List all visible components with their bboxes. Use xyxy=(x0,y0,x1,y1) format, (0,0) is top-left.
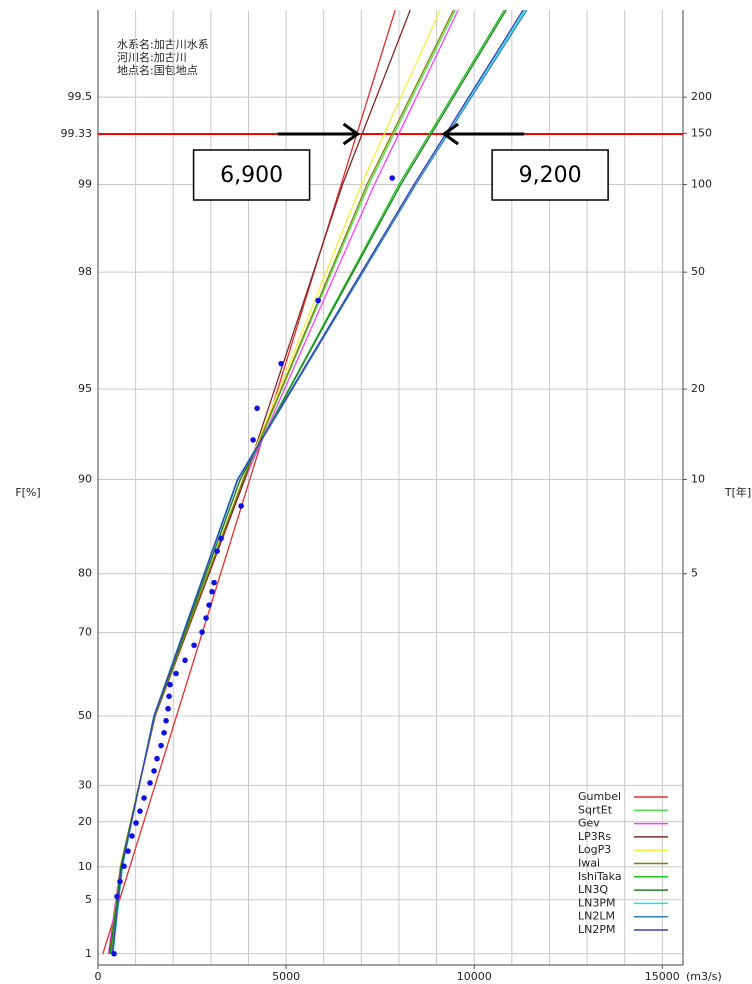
data-point xyxy=(121,863,127,870)
legend-label: LN2PM xyxy=(578,923,615,936)
data-point xyxy=(218,535,224,542)
fit-line xyxy=(111,10,524,954)
y-tick-label: 10 xyxy=(78,860,92,873)
plot-area xyxy=(98,10,683,957)
x-tick-label: 10000 xyxy=(457,970,492,983)
y-tick-label: 20 xyxy=(78,815,92,828)
data-point xyxy=(214,548,220,554)
data-point xyxy=(129,833,135,839)
legend-label: SqrtEt xyxy=(578,803,613,816)
data-point xyxy=(165,705,171,712)
data-point xyxy=(147,780,153,786)
data-point xyxy=(151,768,157,774)
data-point xyxy=(182,657,188,664)
y2-axis-label: T[年] xyxy=(724,485,751,499)
y2-tick-label: 10 xyxy=(691,473,705,486)
data-point xyxy=(206,602,212,608)
legend-label: IshiTaka xyxy=(578,870,622,883)
data-point xyxy=(315,297,321,304)
y-tick-label: 99.5 xyxy=(68,90,93,103)
fit-line xyxy=(102,10,396,954)
data-point xyxy=(111,950,117,957)
annotation-box xyxy=(192,149,311,201)
legend-label: LP3Rs xyxy=(578,830,611,843)
data-point xyxy=(117,878,123,885)
data-point xyxy=(161,729,167,736)
data-point xyxy=(209,588,215,595)
data-point xyxy=(199,629,205,635)
legend-label: LN2LM xyxy=(578,910,615,923)
y2-tick-label: 100 xyxy=(691,178,712,191)
data-point xyxy=(154,755,160,762)
x-axis-unit: (m3/s) xyxy=(686,970,722,983)
legend-label: Gev xyxy=(578,817,600,830)
y-tick-label: 99 xyxy=(78,178,92,191)
data-point xyxy=(211,579,217,586)
annotation-label: 6,900 xyxy=(220,163,283,188)
y-tick-label: 99.33 xyxy=(61,127,93,140)
data-point xyxy=(254,405,260,412)
data-point xyxy=(125,848,131,854)
data-point xyxy=(141,795,147,801)
y-tick-label: 50 xyxy=(78,709,92,722)
annotation-box xyxy=(491,149,609,201)
y-tick-label: 90 xyxy=(78,473,92,486)
fit-line xyxy=(112,10,528,954)
annotation-arrow-head xyxy=(342,122,361,146)
data-point xyxy=(158,742,164,749)
legend-label: Iwai xyxy=(578,857,600,870)
x-tick-label: 5000 xyxy=(272,970,300,983)
data-point xyxy=(166,693,172,700)
y-tick-label: 30 xyxy=(78,778,92,791)
legend-label: LN3PM xyxy=(578,896,615,909)
data-point xyxy=(250,437,256,443)
data-point xyxy=(278,360,284,367)
y2-tick-label: 200 xyxy=(691,90,712,103)
y-tick-label: 1 xyxy=(85,947,92,960)
data-point xyxy=(163,717,169,724)
y-tick-label: 80 xyxy=(78,567,92,580)
y-tick-label: 5 xyxy=(85,893,92,906)
data-point xyxy=(173,670,179,677)
y-tick-label: 70 xyxy=(78,626,92,639)
y2-tick-label: 50 xyxy=(691,265,705,278)
data-point xyxy=(133,820,139,826)
data-point xyxy=(191,642,197,649)
station-text: 地点名:国包地点 xyxy=(117,63,198,77)
x-tick-label: 15000 xyxy=(645,970,680,983)
data-point xyxy=(137,808,143,814)
legend-label: Gumbel xyxy=(578,790,621,803)
y-axis-label: F[%] xyxy=(15,486,40,499)
data-point xyxy=(389,175,395,181)
y2-tick-label: 5 xyxy=(691,567,698,580)
annotation-arrow-head xyxy=(441,122,459,146)
y2-tick-label: 150 xyxy=(691,126,712,139)
y2-tick-label: 20 xyxy=(691,382,705,395)
data-point xyxy=(114,893,120,900)
legend-label: LN3Q xyxy=(578,883,608,896)
station-text: 河川名:加古川 xyxy=(117,50,187,64)
data-point xyxy=(238,503,244,509)
data-point xyxy=(203,615,209,621)
fit-line xyxy=(112,10,526,954)
data-point xyxy=(167,681,173,688)
legend-label: LogP3 xyxy=(578,843,611,856)
y-tick-label: 98 xyxy=(78,265,92,278)
annotation-label: 9,200 xyxy=(519,163,582,188)
station-text: 水系名:加古川水系 xyxy=(117,37,209,51)
x-tick-label: 0 xyxy=(95,970,102,983)
y-tick-label: 95 xyxy=(78,382,92,395)
